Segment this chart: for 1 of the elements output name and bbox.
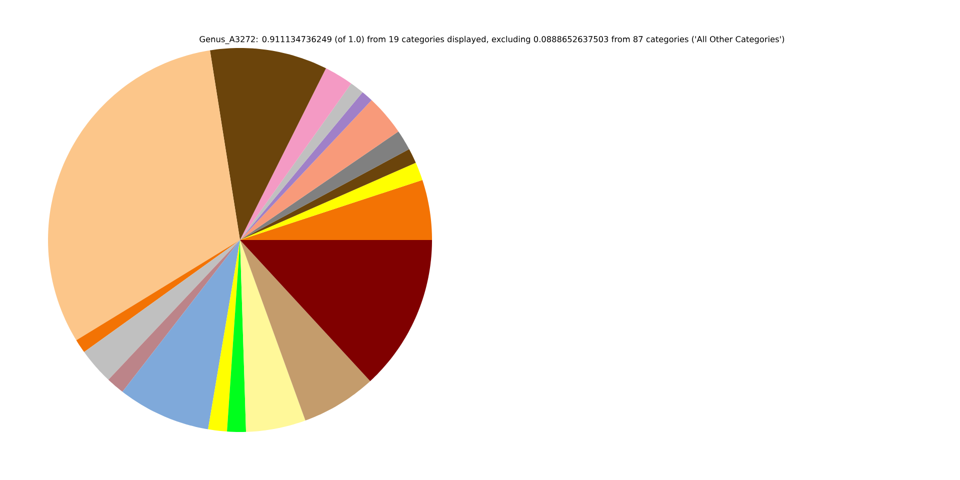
text: Genus_A3272: 0.911134736249 (of 1.0) from 19 categories displayed, excluding 0.0888652637503 from 87 categories ('All Other Categories') [200,36,784,44]
